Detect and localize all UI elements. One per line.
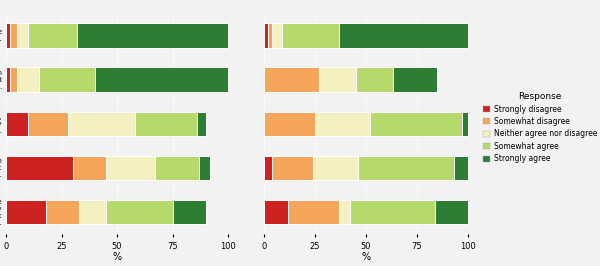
Bar bbox=[264, 67, 319, 92]
Bar bbox=[283, 23, 340, 48]
Bar bbox=[199, 156, 210, 180]
Bar bbox=[106, 156, 155, 180]
Legend: Strongly disagree, Somewhat disagree, Neither agree nor disagree, Somewhat agree: Strongly disagree, Somewhat disagree, Ne… bbox=[481, 90, 599, 165]
Bar bbox=[10, 67, 17, 92]
Bar bbox=[272, 156, 313, 180]
X-axis label: %: % bbox=[112, 252, 122, 262]
Bar bbox=[370, 111, 462, 136]
Bar bbox=[106, 200, 173, 224]
Bar bbox=[289, 200, 340, 224]
Bar bbox=[436, 200, 468, 224]
Bar bbox=[95, 67, 228, 92]
Bar bbox=[264, 156, 272, 180]
X-axis label: %: % bbox=[361, 252, 371, 262]
Bar bbox=[173, 200, 206, 224]
Bar bbox=[6, 23, 10, 48]
Bar bbox=[135, 111, 197, 136]
Bar bbox=[340, 200, 350, 224]
Bar bbox=[319, 67, 356, 92]
Bar bbox=[46, 200, 79, 224]
Bar bbox=[77, 23, 228, 48]
Bar bbox=[392, 67, 437, 92]
Bar bbox=[28, 111, 68, 136]
Bar bbox=[79, 200, 106, 224]
Bar bbox=[6, 156, 73, 180]
Bar bbox=[73, 156, 106, 180]
Bar bbox=[350, 200, 436, 224]
Bar bbox=[268, 23, 272, 48]
Bar bbox=[264, 200, 289, 224]
Bar bbox=[356, 67, 392, 92]
Bar bbox=[264, 111, 315, 136]
Bar bbox=[462, 111, 468, 136]
Bar bbox=[6, 111, 28, 136]
Bar bbox=[17, 67, 40, 92]
Bar bbox=[68, 111, 135, 136]
Bar bbox=[315, 111, 370, 136]
Bar bbox=[313, 156, 358, 180]
Bar bbox=[358, 156, 454, 180]
Bar bbox=[197, 111, 206, 136]
Bar bbox=[6, 200, 46, 224]
Bar bbox=[28, 23, 77, 48]
Bar bbox=[340, 23, 468, 48]
Bar bbox=[264, 23, 268, 48]
Bar bbox=[454, 156, 468, 180]
Bar bbox=[272, 23, 283, 48]
Bar bbox=[155, 156, 199, 180]
Bar bbox=[40, 67, 95, 92]
Bar bbox=[17, 23, 28, 48]
Bar bbox=[6, 67, 10, 92]
Bar bbox=[10, 23, 17, 48]
